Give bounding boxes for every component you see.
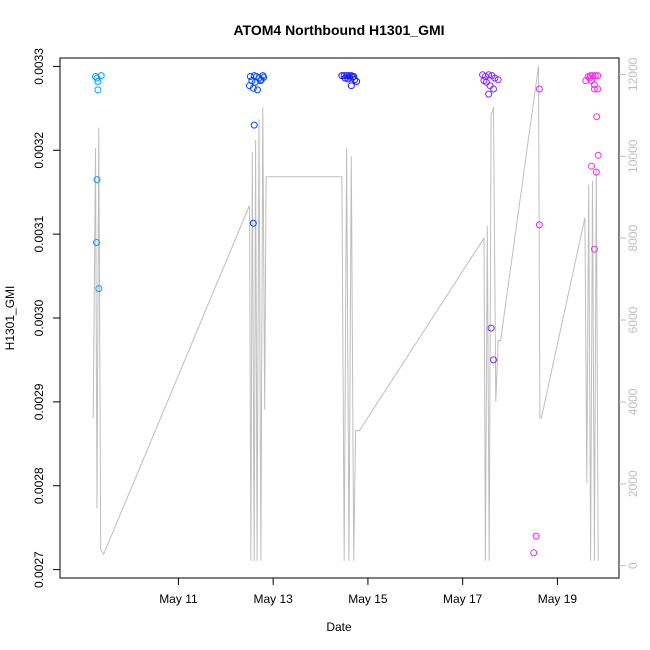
data-point <box>494 76 502 84</box>
data-point <box>487 324 495 332</box>
data-point <box>535 221 543 229</box>
data-point <box>353 78 361 85</box>
series-5 <box>530 85 543 557</box>
data-point <box>591 72 599 80</box>
data-point <box>592 168 600 176</box>
points-layer <box>92 71 602 557</box>
data-point <box>350 73 358 80</box>
data-point <box>532 532 540 540</box>
data-point <box>347 82 355 90</box>
data-point <box>254 86 261 94</box>
data-point <box>594 72 602 80</box>
data-point <box>351 76 359 84</box>
data-point <box>530 549 538 557</box>
data-point <box>485 71 493 79</box>
altitude-line <box>92 66 599 561</box>
data-point <box>95 285 103 293</box>
altitude-layer <box>92 66 599 561</box>
series-3 <box>338 72 361 90</box>
y-right-tick-label: 6000 <box>626 306 640 333</box>
data-point <box>590 85 598 93</box>
series-2 <box>246 72 268 227</box>
data-point <box>249 219 257 227</box>
data-point <box>490 85 497 93</box>
x-tick-label: May 17 <box>443 592 483 606</box>
data-point <box>93 239 100 246</box>
y-right-tick-label: 12000 <box>626 57 640 91</box>
data-point <box>594 151 602 159</box>
x-tick-label: May 11 <box>159 592 198 606</box>
data-point <box>485 90 493 98</box>
y-right-tick-label: 2000 <box>626 470 640 497</box>
data-point <box>588 162 595 170</box>
x-axis: May 11 May 13 May 15 May 17 May 19 <box>159 578 577 606</box>
data-point <box>491 74 499 82</box>
y-axis-label: H1301_GMI <box>3 286 17 351</box>
series-1 <box>92 72 105 293</box>
y-tick-label: 0.0027 <box>32 551 46 588</box>
data-point <box>250 121 258 129</box>
y-right-tick-label: 0 <box>626 562 640 569</box>
data-point <box>259 72 267 80</box>
y-axis-left: 0.0027 0.0028 0.0029 0.0030 0.0031 0.0032 0.00… <box>32 48 60 588</box>
data-point <box>535 85 543 93</box>
data-point <box>594 85 602 93</box>
data-point <box>590 245 598 253</box>
y-right-tick-label: 8000 <box>626 224 640 251</box>
series-6 <box>582 72 602 253</box>
data-point <box>593 113 601 121</box>
series-4 <box>479 71 502 364</box>
data-point <box>590 81 598 89</box>
data-point <box>94 78 102 85</box>
data-point <box>486 82 494 90</box>
chart-title: ATOM4 Northbound H1301_GMI <box>233 22 444 38</box>
x-tick-label: May 15 <box>348 592 388 606</box>
plot-frame <box>59 57 620 579</box>
y-axis-right: 0 2000 4000 6000 8000 10000 12000 <box>619 57 640 569</box>
y-tick-label: 0.0031 <box>32 215 46 252</box>
y-right-tick-label: 4000 <box>626 388 640 415</box>
x-axis-label: Date <box>326 620 352 634</box>
data-point <box>93 176 101 184</box>
y-tick-label: 0.0028 <box>32 467 46 504</box>
y-tick-label: 0.0029 <box>32 383 46 420</box>
y-right-tick-label: 10000 <box>626 139 640 173</box>
x-tick-label: May 19 <box>538 592 578 606</box>
data-point <box>344 75 352 83</box>
data-point <box>490 356 497 364</box>
data-point <box>94 86 102 94</box>
x-tick-label: May 13 <box>253 592 293 606</box>
data-point <box>97 72 105 80</box>
y-tick-label: 0.0033 <box>32 48 46 85</box>
y-tick-label: 0.0032 <box>32 132 46 169</box>
y-tick-label: 0.0030 <box>32 299 46 336</box>
